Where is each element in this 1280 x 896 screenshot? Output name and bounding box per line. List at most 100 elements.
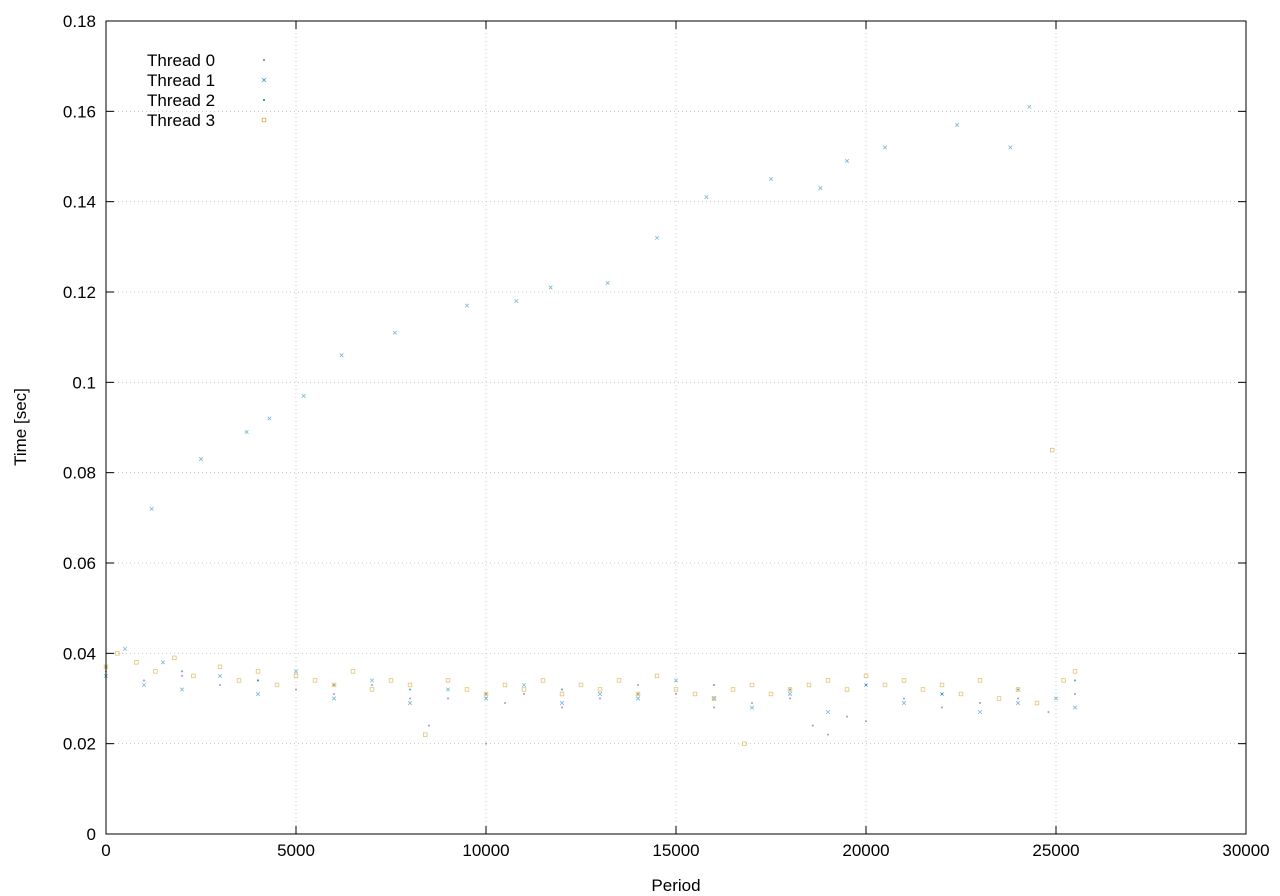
data-point bbox=[811, 724, 814, 727]
data-point bbox=[654, 673, 660, 679]
data-point bbox=[827, 733, 829, 736]
data-point bbox=[1061, 678, 1066, 683]
data-point bbox=[217, 673, 223, 678]
data-point bbox=[179, 687, 185, 692]
data-point bbox=[1047, 711, 1050, 714]
data-point bbox=[371, 683, 373, 686]
data-point bbox=[768, 691, 774, 697]
data-point bbox=[955, 122, 960, 127]
data-point bbox=[637, 683, 639, 686]
data-point bbox=[115, 651, 120, 656]
y-tick-label: 0.1 bbox=[72, 373, 96, 392]
data-point bbox=[267, 416, 272, 421]
data-point bbox=[219, 683, 221, 686]
series-thread-0 bbox=[105, 670, 1076, 745]
data-point bbox=[1015, 687, 1021, 692]
data-point bbox=[333, 683, 335, 686]
data-point bbox=[561, 688, 563, 691]
data-point bbox=[244, 429, 249, 435]
data-point bbox=[301, 393, 306, 398]
data-point bbox=[787, 691, 793, 697]
data-point bbox=[559, 700, 565, 706]
legend-marker-thread-1 bbox=[261, 77, 267, 83]
data-point bbox=[333, 692, 335, 695]
data-point bbox=[713, 683, 715, 686]
data-point bbox=[172, 655, 177, 661]
data-point bbox=[143, 679, 145, 682]
data-point bbox=[673, 678, 679, 683]
legend-label-thread-3: Thread 3 bbox=[147, 111, 215, 130]
data-point bbox=[1072, 705, 1078, 710]
data-point bbox=[1027, 104, 1032, 109]
data-point bbox=[901, 700, 907, 706]
data-point bbox=[789, 697, 791, 700]
legend-marker-thread-3 bbox=[261, 117, 267, 123]
data-point bbox=[464, 687, 470, 692]
data-point bbox=[255, 669, 261, 674]
data-point bbox=[369, 687, 375, 692]
y-tick-label: 0 bbox=[87, 825, 96, 844]
data-point bbox=[445, 687, 451, 692]
data-point bbox=[996, 696, 1002, 701]
plot-area bbox=[103, 104, 1078, 746]
data-point bbox=[846, 715, 848, 718]
data-point bbox=[502, 682, 508, 688]
data-point bbox=[1017, 688, 1019, 691]
data-point bbox=[141, 682, 147, 688]
data-point bbox=[149, 506, 154, 511]
data-point bbox=[979, 702, 981, 705]
data-point bbox=[160, 660, 166, 665]
data-point bbox=[920, 687, 926, 692]
x-tick-label: 15000 bbox=[652, 841, 699, 860]
data-point bbox=[181, 674, 183, 677]
data-point bbox=[1034, 700, 1040, 706]
data-point bbox=[605, 280, 610, 286]
data-point bbox=[331, 682, 337, 688]
data-point bbox=[191, 673, 196, 679]
y-tick-label: 0.02 bbox=[63, 735, 96, 754]
x-tick-label: 5000 bbox=[277, 841, 315, 860]
data-point bbox=[153, 669, 158, 674]
data-point bbox=[485, 742, 487, 745]
data-point bbox=[939, 682, 945, 688]
legend-label-thread-2: Thread 2 bbox=[147, 91, 215, 110]
data-point bbox=[295, 688, 297, 691]
x-tick-label: 0 bbox=[101, 841, 110, 860]
y-tick-label: 0.08 bbox=[63, 464, 96, 483]
y-tick-label: 0.18 bbox=[63, 12, 96, 31]
data-point bbox=[312, 678, 318, 683]
data-point bbox=[293, 673, 299, 679]
data-point bbox=[844, 687, 850, 692]
data-point bbox=[711, 696, 717, 701]
data-point bbox=[742, 741, 747, 746]
data-point bbox=[578, 682, 584, 688]
data-point bbox=[768, 177, 774, 182]
data-point bbox=[485, 692, 487, 695]
data-point bbox=[293, 669, 299, 674]
data-point bbox=[561, 706, 563, 709]
y-tick-label: 0.04 bbox=[63, 644, 96, 663]
y-tick-label: 0.12 bbox=[63, 283, 96, 302]
data-point bbox=[447, 697, 449, 700]
x-tick-label: 25000 bbox=[1032, 841, 1079, 860]
data-point bbox=[1015, 700, 1021, 706]
data-point bbox=[749, 682, 755, 688]
data-point bbox=[274, 682, 280, 688]
data-point bbox=[692, 691, 698, 697]
data-point bbox=[407, 682, 413, 688]
x-tick-label: 10000 bbox=[462, 841, 509, 860]
data-point bbox=[236, 678, 242, 683]
data-point bbox=[818, 186, 823, 191]
data-point bbox=[599, 697, 601, 700]
data-point bbox=[409, 697, 411, 700]
data-point bbox=[749, 705, 755, 710]
data-point bbox=[882, 145, 888, 150]
data-point bbox=[523, 692, 525, 695]
data-point bbox=[704, 195, 709, 200]
data-point bbox=[825, 678, 831, 683]
data-point bbox=[863, 673, 869, 679]
data-point bbox=[122, 646, 128, 651]
data-point bbox=[540, 678, 546, 683]
data-point bbox=[597, 691, 603, 697]
